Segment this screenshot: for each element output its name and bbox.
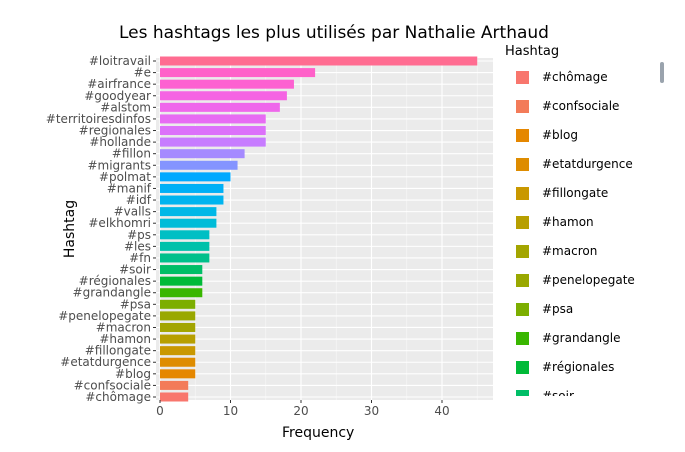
legend-item-label: #fillongate	[542, 186, 608, 200]
legend-swatch	[516, 245, 529, 258]
bar-fillongate[interactable]	[160, 346, 196, 356]
bar-migrants[interactable]	[160, 160, 238, 170]
bar-regionales[interactable]	[160, 126, 266, 136]
y-tick-label: #migrants	[87, 158, 151, 172]
legend-scrollbar[interactable]	[660, 62, 664, 83]
chart-title: Les hashtags les plus utilisés par Natha…	[119, 23, 549, 43]
x-tick-label: 10	[223, 404, 238, 418]
legend-item-label: #etatdurgence	[542, 157, 633, 171]
x-tick-label: 0	[156, 404, 164, 418]
y-tick-label: #elkhomri	[88, 216, 151, 230]
legend-item-label: #macron	[542, 244, 597, 258]
legend-swatch	[516, 361, 529, 374]
x-axis-title: Frequency	[282, 425, 354, 441]
y-tick-label: #psa	[120, 297, 151, 311]
bar-régionales[interactable]	[160, 276, 203, 286]
legend-item-label: #grandangle	[542, 331, 620, 345]
bar-territoiresdinfos[interactable]	[160, 114, 266, 124]
y-tick-label: #idf	[126, 193, 152, 207]
legend-swatch	[516, 216, 529, 229]
bar-grandangle[interactable]	[160, 288, 203, 298]
legend-swatch	[516, 332, 529, 345]
y-tick-label: #régionales	[79, 274, 151, 288]
y-tick-label: #soir	[119, 263, 151, 277]
y-tick-label: #loitravail	[89, 54, 151, 68]
bar-polmat[interactable]	[160, 172, 231, 182]
y-tick-label: #airfrance	[87, 77, 151, 91]
y-tick-label: #polmat	[99, 170, 151, 184]
legend-swatch	[516, 390, 529, 396]
y-tick-label: #fn	[129, 251, 151, 265]
legend-swatch	[516, 158, 529, 171]
y-tick-label: #manif	[107, 181, 152, 195]
legend-item-label: #soir	[542, 389, 574, 403]
legend-title: Hashtag	[505, 44, 559, 59]
y-tick-label: #hamon	[99, 332, 151, 346]
y-tick-label: #territoiresdinfos	[46, 112, 151, 126]
legend-item-label: #confsociale	[542, 99, 619, 113]
bar-etatdurgence[interactable]	[160, 357, 196, 367]
bar-hollande[interactable]	[160, 137, 266, 147]
y-tick-label: #ps	[127, 228, 151, 242]
y-axis-title: Hashtag	[62, 200, 78, 258]
x-tick-label: 40	[434, 404, 449, 418]
bar-blog[interactable]	[160, 369, 196, 379]
bar-alstom[interactable]	[160, 102, 280, 112]
legend-swatch	[516, 274, 529, 287]
y-tick-label: #confsociale	[74, 378, 151, 392]
y-tick-label: #fillongate	[85, 344, 151, 358]
y-tick-label: #regionales	[79, 124, 151, 138]
bar-macron[interactable]	[160, 322, 196, 332]
legend-swatch	[516, 187, 529, 200]
y-tick-label: #penelopegate	[58, 309, 151, 323]
legend-item-label: #chômage	[542, 70, 608, 84]
y-tick-label: #valls	[114, 205, 151, 219]
bar-les[interactable]	[160, 241, 210, 251]
y-tick-label: #e	[134, 66, 151, 80]
bar-valls[interactable]	[160, 207, 217, 217]
y-tick-label: #hollande	[89, 135, 151, 149]
bar-idf[interactable]	[160, 195, 224, 205]
bar-soir[interactable]	[160, 265, 203, 275]
legend-swatch	[516, 303, 529, 316]
bar-e[interactable]	[160, 68, 316, 78]
y-tick-label: #goodyear	[84, 89, 151, 103]
legend: #chômage #confsociale #blog #etatdurgence #f…	[516, 70, 635, 403]
y-tick-label: #macron	[96, 320, 151, 334]
legend-swatch	[516, 129, 529, 142]
legend-item-label: #penelopegate	[542, 273, 635, 287]
legend-swatch	[516, 100, 529, 113]
bar-hamon[interactable]	[160, 334, 196, 344]
legend-item-label: #psa	[542, 302, 573, 316]
bar-psa[interactable]	[160, 299, 196, 309]
legend-item-label: #hamon	[542, 215, 594, 229]
y-tick-label: #alstom	[100, 100, 151, 114]
bar-airfrance[interactable]	[160, 79, 294, 89]
y-tick-label: #chômage	[85, 390, 151, 404]
x-tick-label: 20	[293, 404, 308, 418]
bars	[160, 56, 478, 402]
legend-item-label: #blog	[542, 128, 578, 142]
bar-elkhomri[interactable]	[160, 218, 217, 228]
bar-ps[interactable]	[160, 230, 210, 240]
bar-fillon[interactable]	[160, 149, 245, 159]
bar-penelopegate[interactable]	[160, 311, 196, 321]
y-tick-label: #grandangle	[73, 286, 151, 300]
bar-fn[interactable]	[160, 253, 210, 263]
bar-chômage[interactable]	[160, 392, 189, 402]
y-tick-label: #etatdurgence	[60, 355, 151, 369]
x-tick-labels: 0 10 20 30 40	[156, 400, 450, 418]
bar-goodyear[interactable]	[160, 91, 287, 101]
x-tick-label: 30	[364, 404, 379, 418]
y-tick-labels: #loitravail#e#airfrance#goodyear#alstom#…	[46, 54, 156, 404]
legend-swatch	[516, 71, 529, 84]
bar-loitravail[interactable]	[160, 56, 478, 66]
bar-confsociale[interactable]	[160, 380, 189, 390]
legend-item-label: #régionales	[542, 360, 614, 374]
y-tick-label: #les	[124, 239, 151, 253]
y-tick-label: #blog	[115, 367, 151, 381]
y-tick-label: #fillon	[112, 147, 151, 161]
bar-manif[interactable]	[160, 183, 224, 193]
